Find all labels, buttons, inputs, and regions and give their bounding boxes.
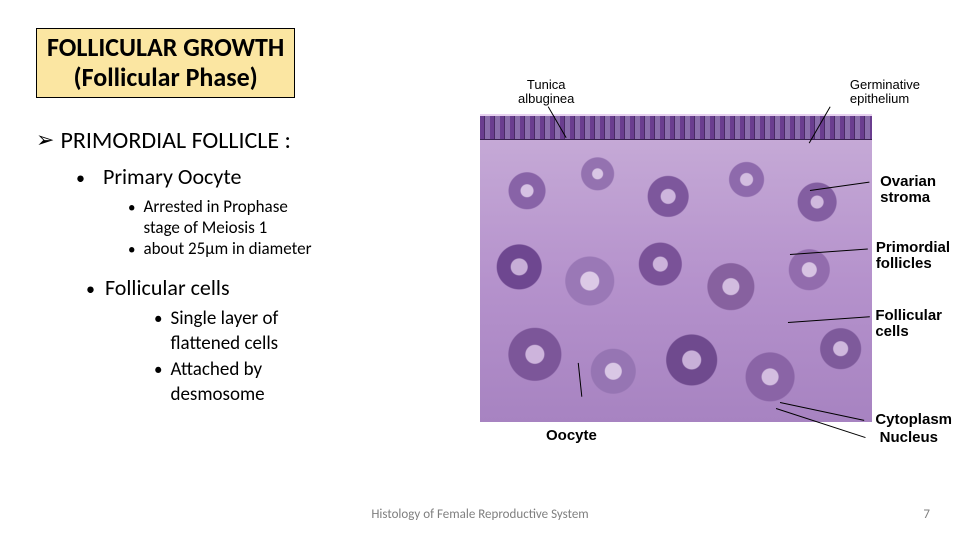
- content-column: ➢ PRIMORDIAL FOLLICLE : • Primary Oocyte…: [36, 126, 406, 408]
- sub-item-text: about 25µm in diameter: [143, 238, 311, 259]
- histology-figure: Tunica albuginea Germinative epithelium …: [420, 62, 932, 444]
- primary-oocyte-row: • Primary Oocyte: [76, 163, 406, 190]
- tissue-region: [480, 140, 872, 422]
- bullet-icon: •: [128, 199, 135, 218]
- bullet-icon: •: [154, 359, 162, 381]
- slide-title-box: FOLLICULAR GROWTH (Follicular Phase): [36, 28, 295, 98]
- list-item: • about 25µm in diameter: [128, 238, 406, 260]
- list-item: • Attached by desmosome: [154, 358, 354, 407]
- sub-item-text: Attached by desmosome: [170, 358, 264, 407]
- bullet-icon: •: [76, 167, 85, 189]
- follicular-cells-row: • Follicular cells: [86, 274, 406, 301]
- footer-caption: Histology of Female Reproductive System: [0, 507, 960, 522]
- bullet-icon: •: [154, 308, 162, 330]
- page-number: 7: [923, 507, 930, 522]
- label-nucleus: Nucleus: [880, 430, 938, 446]
- label-germinative: Germinative epithelium: [850, 78, 920, 105]
- primary-oocyte-label: Primary Oocyte: [103, 163, 242, 190]
- label-cytoplasm: Cytoplasm: [875, 412, 952, 428]
- label-tunica: Tunica albuginea: [518, 78, 574, 105]
- label-stroma: Ovarian stroma: [880, 174, 936, 206]
- list-item: • Single layer of flattened cells: [154, 307, 354, 356]
- arrow-bullet-icon: ➢: [36, 129, 54, 151]
- label-oocyte: Oocyte: [546, 428, 597, 444]
- list-item: • Arrested in Prophase stage of Meiosis …: [128, 196, 406, 239]
- sub-item-text: Single layer of flattened cells: [170, 307, 278, 356]
- heading-row: ➢ PRIMORDIAL FOLLICLE :: [36, 126, 406, 155]
- follicular-cells-sublist: • Single layer of flattened cells • Atta…: [154, 307, 354, 408]
- label-follicular: Follicular cells: [875, 308, 942, 340]
- title-line-2: (Follicular Phase): [47, 63, 284, 93]
- label-primordial: Primordial follicles: [876, 240, 950, 272]
- sub-item-text: Arrested in Prophase stage of Meiosis 1: [143, 196, 287, 239]
- bullet-icon: •: [86, 278, 95, 300]
- primary-oocyte-sublist: • Arrested in Prophase stage of Meiosis …: [128, 196, 406, 260]
- heading-text: PRIMORDIAL FOLLICLE :: [60, 126, 291, 155]
- bullet-icon: •: [128, 241, 135, 260]
- follicular-cells-label: Follicular cells: [105, 274, 230, 301]
- slide: FOLLICULAR GROWTH (Follicular Phase) ➢ P…: [0, 0, 960, 540]
- title-line-1: FOLLICULAR GROWTH: [47, 33, 284, 63]
